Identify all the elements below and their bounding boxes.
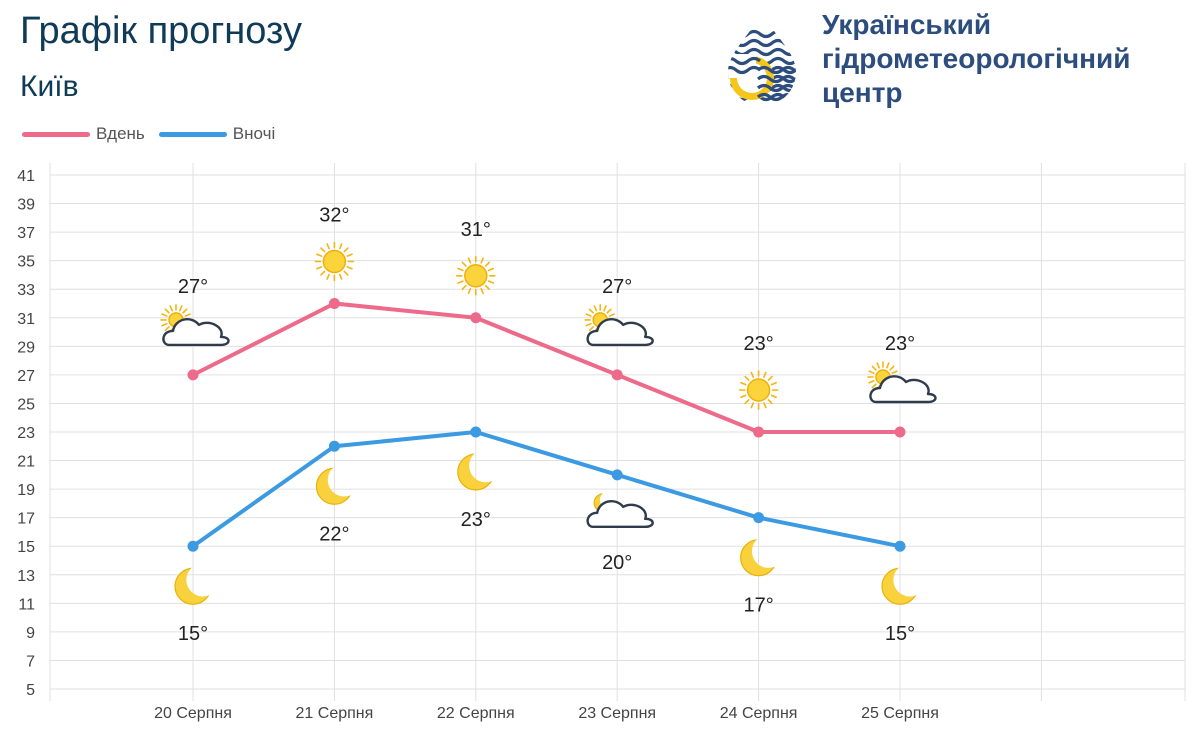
legend-item-night[interactable]: Вночі bbox=[158, 124, 276, 144]
y-tick-label: 31 bbox=[17, 311, 35, 328]
forecast-chart: 5 7 9 11 13 15 17 19 21 23 25 27 29 31 33 35 37 39 41 20 Се… bbox=[17, 163, 1186, 722]
city-name: Київ bbox=[20, 70, 79, 103]
data-label-day: 31° bbox=[461, 219, 491, 241]
y-tick-label: 29 bbox=[17, 339, 35, 356]
data-point-night[interactable] bbox=[328, 440, 340, 452]
data-label-night: 15° bbox=[885, 623, 915, 645]
x-tick-label: 20 Серпня bbox=[154, 705, 232, 722]
data-point-day[interactable] bbox=[753, 426, 765, 438]
x-tick-label: 24 Серпня bbox=[720, 705, 798, 722]
y-tick-label: 13 bbox=[17, 568, 35, 585]
y-tick-label: 9 bbox=[26, 625, 35, 642]
moon-icon bbox=[457, 453, 495, 491]
grid: 5 7 9 11 13 15 17 19 21 23 25 27 29 31 33 35 37 39 41 bbox=[17, 163, 1186, 701]
y-tick-label: 21 bbox=[17, 454, 35, 471]
series-line-night bbox=[191, 430, 901, 549]
y-tick-label: 23 bbox=[17, 425, 35, 442]
y-tick-label: 15 bbox=[17, 539, 35, 556]
moon-cloudy-icon bbox=[586, 493, 654, 529]
chart-legend: Вдень Вночі bbox=[22, 124, 289, 144]
y-tick-label: 27 bbox=[17, 368, 35, 385]
series-line-day bbox=[192, 301, 900, 434]
data-point-night[interactable] bbox=[187, 540, 199, 552]
legend-item-day[interactable]: Вдень bbox=[22, 124, 145, 144]
y-tick-label: 25 bbox=[17, 396, 35, 413]
data-label-night: 23° bbox=[461, 509, 491, 531]
data-label-night: 20° bbox=[602, 552, 632, 574]
y-tick-label: 7 bbox=[26, 653, 35, 670]
y-tick-label: 11 bbox=[18, 596, 35, 613]
moon-icon bbox=[739, 539, 778, 577]
logo-line-3: центр bbox=[822, 77, 903, 108]
data-label-day: 32° bbox=[319, 205, 349, 227]
data-point-day[interactable] bbox=[611, 369, 623, 381]
data-label-night: 22° bbox=[319, 523, 349, 545]
data-label-night: 17° bbox=[743, 595, 773, 617]
y-tick-label: 37 bbox=[17, 225, 35, 242]
data-point-day[interactable] bbox=[470, 312, 482, 324]
logo-line-2: гідрометеорологічний bbox=[822, 43, 1131, 74]
water-drop-logo-icon bbox=[728, 12, 796, 106]
y-tick-label: 35 bbox=[17, 254, 35, 271]
y-tick-label: 39 bbox=[17, 197, 35, 214]
x-tick-label: 23 Серпня bbox=[578, 705, 656, 722]
data-label-day: 27° bbox=[602, 276, 632, 298]
y-tick-label: 5 bbox=[26, 682, 35, 699]
logo-text: Український гідрометеорологічний центр bbox=[822, 8, 1130, 110]
legend-label-night: Вночі bbox=[232, 124, 276, 143]
moon-icon bbox=[315, 467, 353, 505]
data-point-day[interactable] bbox=[328, 298, 340, 309]
sun-icon bbox=[314, 241, 355, 282]
legend-label-day: Вдень bbox=[96, 124, 145, 143]
moon-icon bbox=[881, 567, 919, 605]
data-point-day[interactable] bbox=[894, 426, 906, 438]
chart-title: Графік прогнозу bbox=[20, 10, 302, 52]
y-tick-label: 41 bbox=[17, 168, 35, 185]
y-tick-label: 17 bbox=[17, 511, 35, 528]
y-tick-label: 33 bbox=[17, 282, 35, 299]
partly-cloudy-icon bbox=[160, 304, 230, 347]
x-tick-label: 25 Серпня bbox=[861, 705, 939, 722]
legend-swatch-night bbox=[158, 131, 227, 137]
data-label-day: 23° bbox=[885, 333, 915, 355]
x-tick-label: 22 Серпня bbox=[437, 705, 515, 722]
sun-icon bbox=[738, 370, 779, 410]
legend-swatch-day bbox=[22, 131, 90, 137]
data-label-night: 15° bbox=[178, 623, 208, 645]
partly-cloudy-icon bbox=[584, 304, 654, 347]
data-label-day: 27° bbox=[178, 276, 208, 298]
x-tick-label: 21 Серпня bbox=[296, 705, 374, 722]
data-point-night[interactable] bbox=[753, 512, 765, 524]
data-label-day: 23° bbox=[743, 333, 773, 355]
sun-icon bbox=[455, 255, 496, 296]
data-point-night[interactable] bbox=[894, 540, 906, 552]
data-point-day[interactable] bbox=[187, 369, 199, 381]
ukrhydromet-logo: Український гідрометеорологічний центр bbox=[722, 6, 1192, 108]
data-point-night[interactable] bbox=[470, 426, 482, 438]
moon-icon bbox=[174, 567, 212, 605]
data-point-night[interactable] bbox=[611, 469, 623, 481]
partly-cloudy-icon bbox=[867, 361, 937, 404]
y-tick-label: 19 bbox=[17, 482, 35, 499]
logo-line-1: Український bbox=[822, 9, 992, 40]
